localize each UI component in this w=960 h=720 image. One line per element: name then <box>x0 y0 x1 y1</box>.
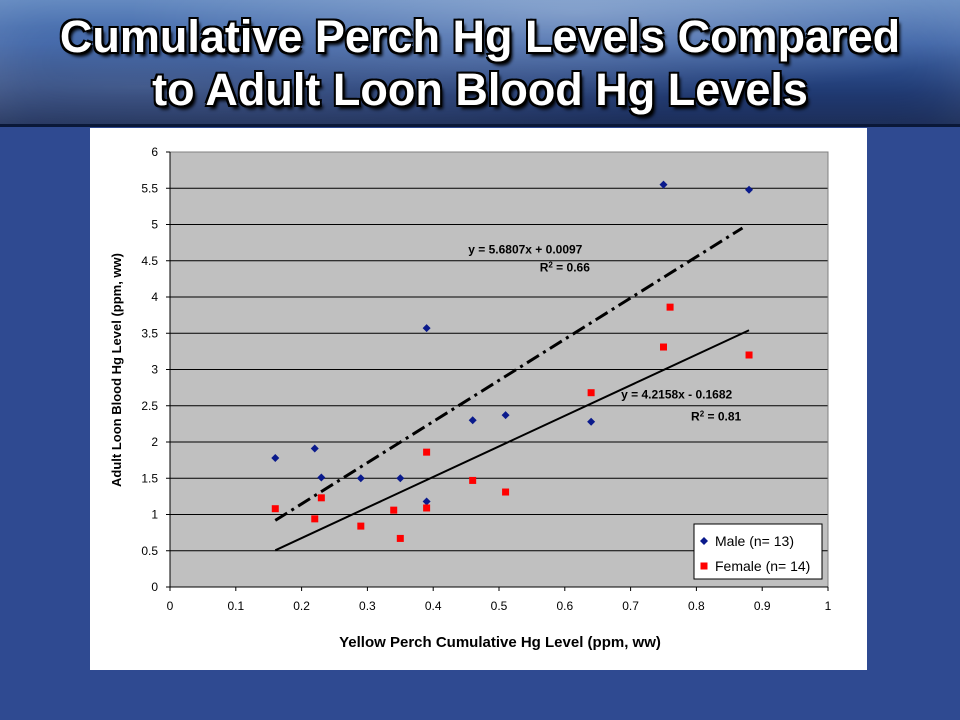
y-tick-label: 1.5 <box>141 471 158 485</box>
x-tick-label: 0.7 <box>622 599 639 613</box>
chart-panel: 0 0.5 1 1.5 2 2.5 3 3.5 4 4.5 5 5.5 6 0 0.1 0.2 0.3 0.4 0.… <box>90 128 867 670</box>
trend-r-squared: R2 = 0.81 <box>691 409 741 424</box>
male-data-point <box>356 474 365 483</box>
slide-title: Cumulative Perch Hg Levels Compared to A… <box>0 10 960 116</box>
y-tick-label: 3 <box>151 363 158 377</box>
trend-equation: y = 5.6807x + 0.0097 <box>468 243 582 257</box>
legend-entry: Female (n= 14) <box>715 558 810 574</box>
x-tick-label: 0 <box>167 599 174 613</box>
x-axis-label: Yellow Perch Cumulative Hg Level (ppm, w… <box>339 634 661 651</box>
x-tick-label: 0.6 <box>556 599 573 613</box>
legend-box <box>693 523 823 580</box>
y-axis-label: Adult Loon Blood Hg Level (ppm, ww) <box>109 253 124 487</box>
female-data-point <box>745 351 753 359</box>
female-data-point <box>502 488 510 496</box>
female-data-point <box>271 505 279 513</box>
male-data-point <box>501 411 510 420</box>
female-data-point <box>423 448 431 456</box>
trend-r-squared: R2 = 0.66 <box>540 260 590 275</box>
y-tick-label: 3.5 <box>141 326 158 340</box>
female-data-point <box>396 534 404 542</box>
female-data-point <box>317 494 325 502</box>
y-tick-label: 5 <box>151 218 158 232</box>
x-tick-label: 0.3 <box>359 599 376 613</box>
male-data-point <box>310 444 319 453</box>
x-tick-label: 0.2 <box>293 599 310 613</box>
female-data-point <box>423 504 431 512</box>
female-data-point <box>587 389 595 397</box>
y-tick-label: 4.5 <box>141 254 158 268</box>
trendline-male <box>274 226 744 522</box>
male-data-point <box>422 324 431 333</box>
male-data-point <box>659 180 668 189</box>
male-data-point <box>271 453 280 462</box>
male-data-point <box>587 417 596 426</box>
y-tick-label: 6 <box>151 145 158 159</box>
legend-entry: Male (n= 13) <box>715 533 794 549</box>
legend-marker <box>700 562 708 570</box>
scatter-chart: 0 0.5 1 1.5 2 2.5 3 3.5 4 4.5 5 5.5 6 0 0.1 0.2 0.3 0.4 0.… <box>109 145 832 651</box>
slide-title-line2: to Adult Loon Blood Hg Levels <box>152 64 808 115</box>
y-tick-label: 1 <box>151 508 158 522</box>
male-data-point <box>396 474 405 483</box>
legend-marker <box>700 537 708 545</box>
y-tick-label: 0.5 <box>141 544 158 558</box>
slide-title-line1: Cumulative Perch Hg Levels Compared <box>59 11 901 62</box>
trendline-female <box>274 329 750 552</box>
y-tick-label: 5.5 <box>141 181 158 195</box>
x-tick-label: 1 <box>825 599 832 613</box>
male-data-point <box>317 473 326 482</box>
x-tick-label: 0.1 <box>227 599 244 613</box>
y-tick-label: 2 <box>151 435 158 449</box>
female-data-point <box>311 515 319 523</box>
y-tick-label: 0 <box>151 580 158 594</box>
y-tick-label: 2.5 <box>141 399 158 413</box>
female-data-point <box>357 522 365 530</box>
female-data-point <box>666 303 674 311</box>
female-data-point <box>469 476 477 484</box>
x-tick-label: 0.8 <box>688 599 705 613</box>
y-tick-label: 4 <box>151 290 158 304</box>
x-tick-label: 0.4 <box>425 599 442 613</box>
female-data-point <box>390 506 398 514</box>
x-tick-label: 0.9 <box>754 599 771 613</box>
female-data-point <box>660 343 667 351</box>
male-data-point <box>468 416 477 425</box>
trend-equation: y = 4.2158x - 0.1682 <box>621 388 732 402</box>
title-banner: Cumulative Perch Hg Levels Compared to A… <box>0 0 960 127</box>
male-data-point <box>745 185 754 194</box>
male-data-point <box>422 497 431 506</box>
x-tick-label: 0.5 <box>491 599 508 613</box>
